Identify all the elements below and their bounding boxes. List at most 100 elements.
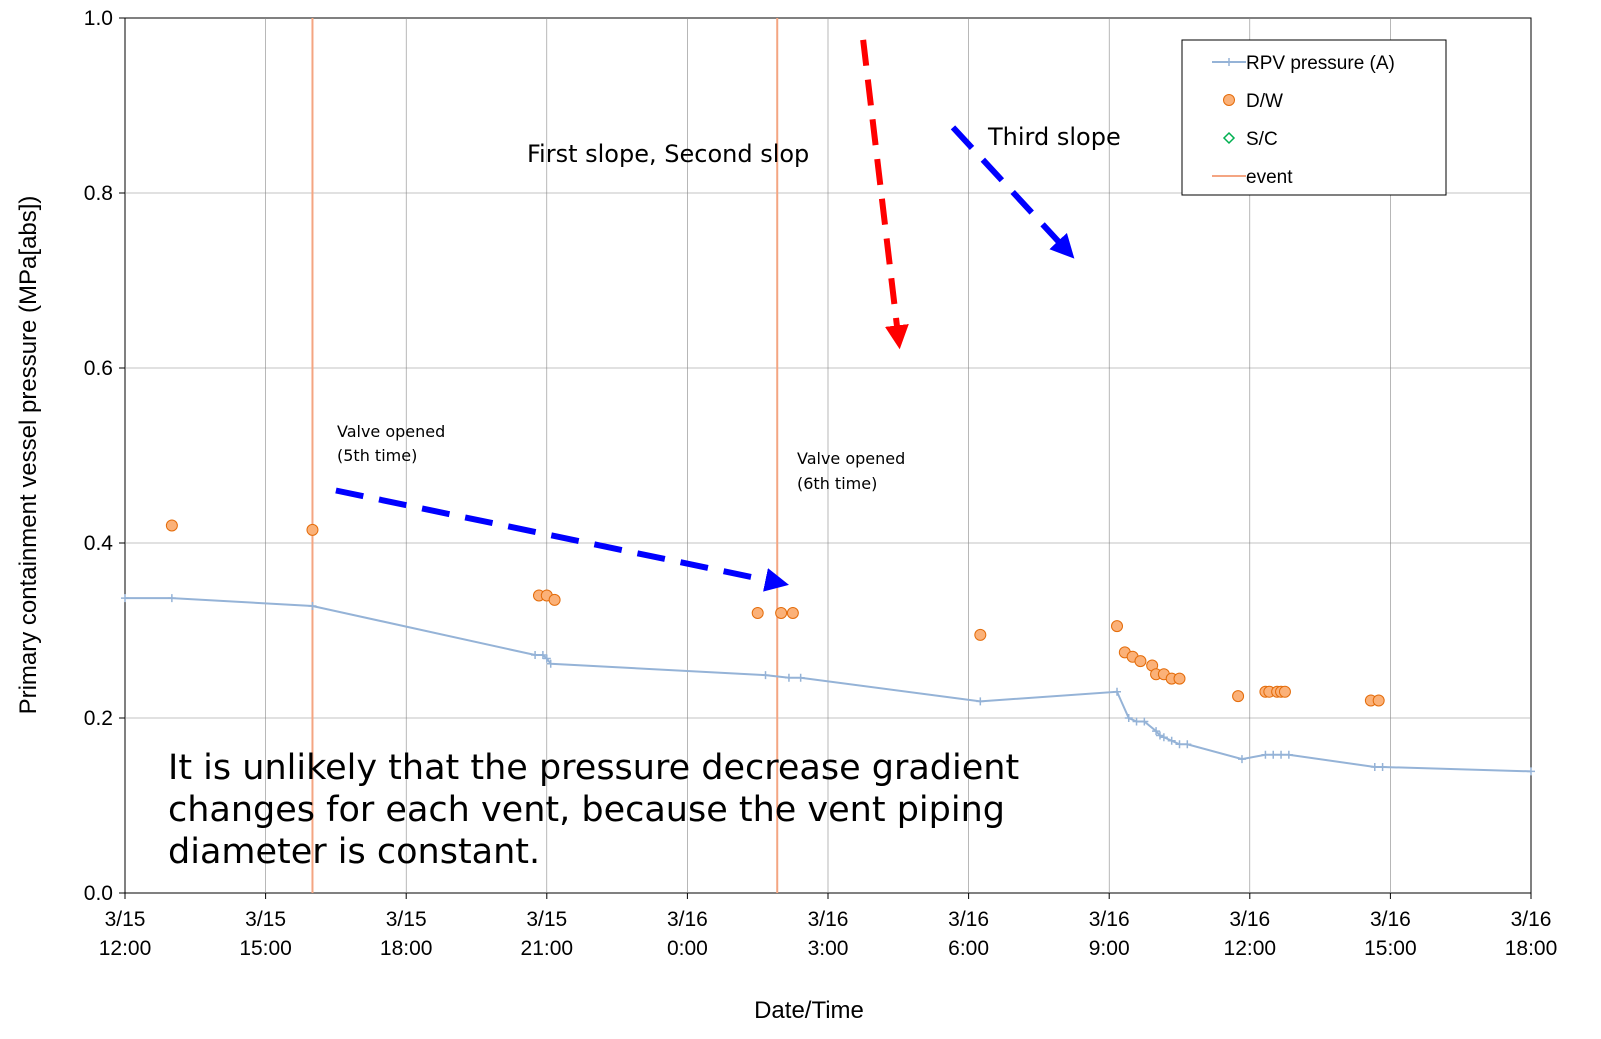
dw-point — [751, 607, 764, 619]
annotation-text: diameter is constant. — [168, 832, 540, 872]
annotation-text: Valve opened — [337, 422, 445, 441]
dw-point — [1372, 694, 1385, 707]
annotation-text: changes for each vent, because the vent … — [168, 790, 1005, 830]
x-tick-time: 12:00 — [99, 937, 152, 960]
x-axis-ticks: 3/15 12:00 3/15 15:00 3/15 18:00 3/15 21:00 3/16… — [99, 893, 1558, 960]
rpv-point — [167, 594, 176, 603]
annotations: Valve opened (5th time) Valve opened (6th t… — [168, 123, 1121, 872]
y-tick-label: 0.6 — [84, 357, 113, 380]
y-tick-label: 0.0 — [84, 882, 113, 905]
dw-point — [1232, 690, 1245, 703]
series-rpv-pressure — [121, 594, 1535, 776]
dw-point — [786, 607, 799, 619]
rpv-point — [1167, 736, 1176, 745]
dw-point — [306, 523, 319, 536]
x-tick-time: 0:00 — [667, 937, 708, 960]
rpv-point — [1155, 731, 1164, 740]
legend-label: D/W — [1246, 91, 1283, 112]
x-tick-time: 12:00 — [1224, 937, 1277, 960]
dw-point — [548, 593, 561, 606]
legend: RPV pressure (A) D/W S/C event — [1181, 39, 1447, 196]
dw-point — [1111, 620, 1124, 633]
legend-swatch-dw — [1223, 94, 1235, 106]
rpv-point — [542, 654, 551, 663]
annotation-text: Third slope — [987, 123, 1121, 151]
rpv-point — [1183, 740, 1192, 749]
rpv-point — [761, 671, 770, 680]
x-axis-title: Date/Time — [754, 997, 864, 1024]
blue-dashed-arrow — [950, 125, 1075, 259]
x-tick-time: 15:00 — [1364, 937, 1417, 960]
x-tick-date: 3/16 — [948, 908, 989, 931]
y-tick-label: 1.0 — [84, 7, 113, 30]
legend-label: S/C — [1246, 129, 1278, 150]
rpv-point — [1124, 714, 1133, 722]
dw-point — [165, 519, 178, 532]
rpv-point — [308, 602, 317, 610]
rpv-point — [796, 673, 805, 682]
y-axis-ticks: 0.0 0.2 0.4 0.6 0.8 1.0 — [84, 7, 125, 905]
x-tick-date: 3/16 — [1089, 908, 1130, 931]
x-tick-time: 3:00 — [808, 937, 849, 960]
dw-point — [775, 607, 788, 619]
rpv-point — [1175, 740, 1184, 749]
annotation-text: (6th time) — [797, 474, 877, 493]
rpv-point — [1527, 767, 1535, 776]
dw-point — [1278, 685, 1291, 698]
rpv-point — [1152, 727, 1161, 736]
rpv-point — [538, 651, 547, 659]
x-tick-time: 21:00 — [521, 937, 574, 960]
rpv-point — [1284, 750, 1293, 759]
red-dashed-arrow — [860, 39, 909, 350]
x-tick-date: 3/16 — [667, 908, 708, 931]
event-lines — [311, 18, 779, 893]
rpv-point — [1237, 755, 1246, 764]
x-tick-date: 3/15 — [105, 908, 146, 931]
rpv-point — [1269, 750, 1278, 759]
y-axis-title: Primary containment vessel pressure (MPa… — [15, 196, 42, 715]
rpv-point — [531, 651, 540, 659]
x-tick-date: 3/15 — [526, 908, 567, 931]
rpv-point — [784, 673, 793, 682]
rpv-point — [1132, 717, 1141, 726]
dw-point — [974, 628, 987, 641]
rpv-point — [1140, 717, 1149, 726]
x-tick-date: 3/16 — [1511, 908, 1552, 931]
series-dw — [165, 519, 1385, 707]
annotation-text: Valve opened — [797, 449, 905, 468]
rpv-point — [1277, 750, 1286, 759]
legend-label: RPV pressure (A) — [1246, 53, 1395, 74]
rpv-point — [976, 697, 985, 706]
annotation-text: (5th time) — [337, 446, 417, 465]
x-tick-date: 3/15 — [245, 908, 286, 931]
x-tick-time: 6:00 — [948, 937, 989, 960]
rpv-point — [1370, 763, 1379, 771]
x-tick-time: 15:00 — [239, 937, 292, 960]
annotation-text: First slope, Second slop — [527, 140, 809, 168]
x-tick-date: 3/16 — [808, 908, 849, 931]
blue-dashed-arrow — [335, 487, 789, 592]
rpv-point — [546, 659, 555, 668]
annotation-arrows — [335, 39, 1075, 592]
x-tick-time: 9:00 — [1089, 937, 1130, 960]
x-tick-time: 18:00 — [1505, 937, 1558, 960]
x-tick-date: 3/15 — [386, 908, 427, 931]
y-tick-label: 0.8 — [84, 182, 113, 205]
annotation-text: It is unlikely that the pressure decreas… — [168, 748, 1019, 788]
x-tick-time: 18:00 — [380, 937, 433, 960]
rpv-point — [1261, 750, 1270, 759]
legend-swatch-rpv-marker — [1225, 58, 1233, 66]
dw-point — [1134, 655, 1147, 668]
y-tick-label: 0.4 — [84, 532, 114, 555]
y-tick-label: 0.2 — [84, 707, 113, 730]
rpv-point — [121, 594, 129, 603]
legend-swatch-sc — [1222, 131, 1236, 145]
rpv-point — [1378, 763, 1387, 771]
legend-box — [1181, 39, 1447, 196]
x-tick-date: 3/16 — [1229, 908, 1270, 931]
legend-label: event — [1246, 167, 1293, 188]
x-tick-date: 3/16 — [1370, 908, 1411, 931]
dw-point — [1173, 672, 1186, 685]
rpv-point — [1159, 733, 1168, 742]
